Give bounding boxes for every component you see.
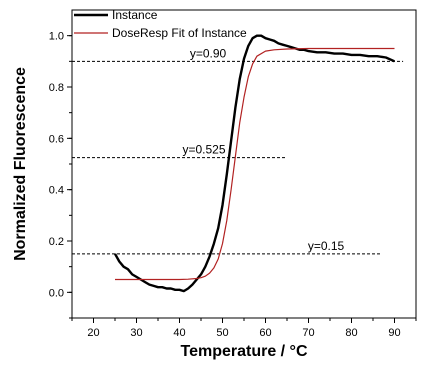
reference-line-label: y=0.90: [190, 46, 227, 60]
legend-label: DoseResp Fit of Instance: [112, 26, 247, 40]
x-tick-label: 30: [130, 327, 142, 339]
x-axis-ticks: 20 30 40 50 60 70 80 90: [71, 318, 417, 339]
y-tick-label: 0.4: [49, 185, 64, 197]
instance-series-line: [113, 34, 395, 293]
y-axis-title: Normalized Fluorescence: [12, 67, 29, 261]
x-tick-label: 70: [302, 327, 314, 339]
x-tick-label: 40: [173, 327, 185, 339]
series-layer: [113, 34, 395, 293]
x-tick-label: 50: [216, 327, 228, 339]
y-tick-label: 1.0: [49, 31, 64, 43]
y-tick-label: 0.8: [49, 82, 64, 94]
x-tick-label: 60: [259, 327, 271, 339]
y-tick-label: 0.0: [49, 287, 64, 299]
y-axis-ticks: 0.0 0.2 0.4 0.6 0.8 1.0: [49, 31, 72, 319]
x-tick-label: 80: [345, 327, 357, 339]
reference-line-label: y=0.525: [182, 143, 225, 157]
x-axis-title: Temperature / °C: [180, 343, 307, 360]
y-tick-label: 0.2: [49, 236, 64, 248]
x-tick-label: 20: [87, 327, 99, 339]
x-tick-label: 90: [388, 327, 400, 339]
y-tick-label: 0.6: [49, 133, 64, 145]
fit-series-line: [115, 47, 395, 281]
legend-label: Instance: [112, 8, 158, 22]
reference-line-label: y=0.15: [308, 239, 345, 253]
reference-lines: y=0.90 y=0.525 y=0.15: [72, 46, 404, 255]
legend: Instance DoseResp Fit of Instance: [74, 8, 247, 40]
